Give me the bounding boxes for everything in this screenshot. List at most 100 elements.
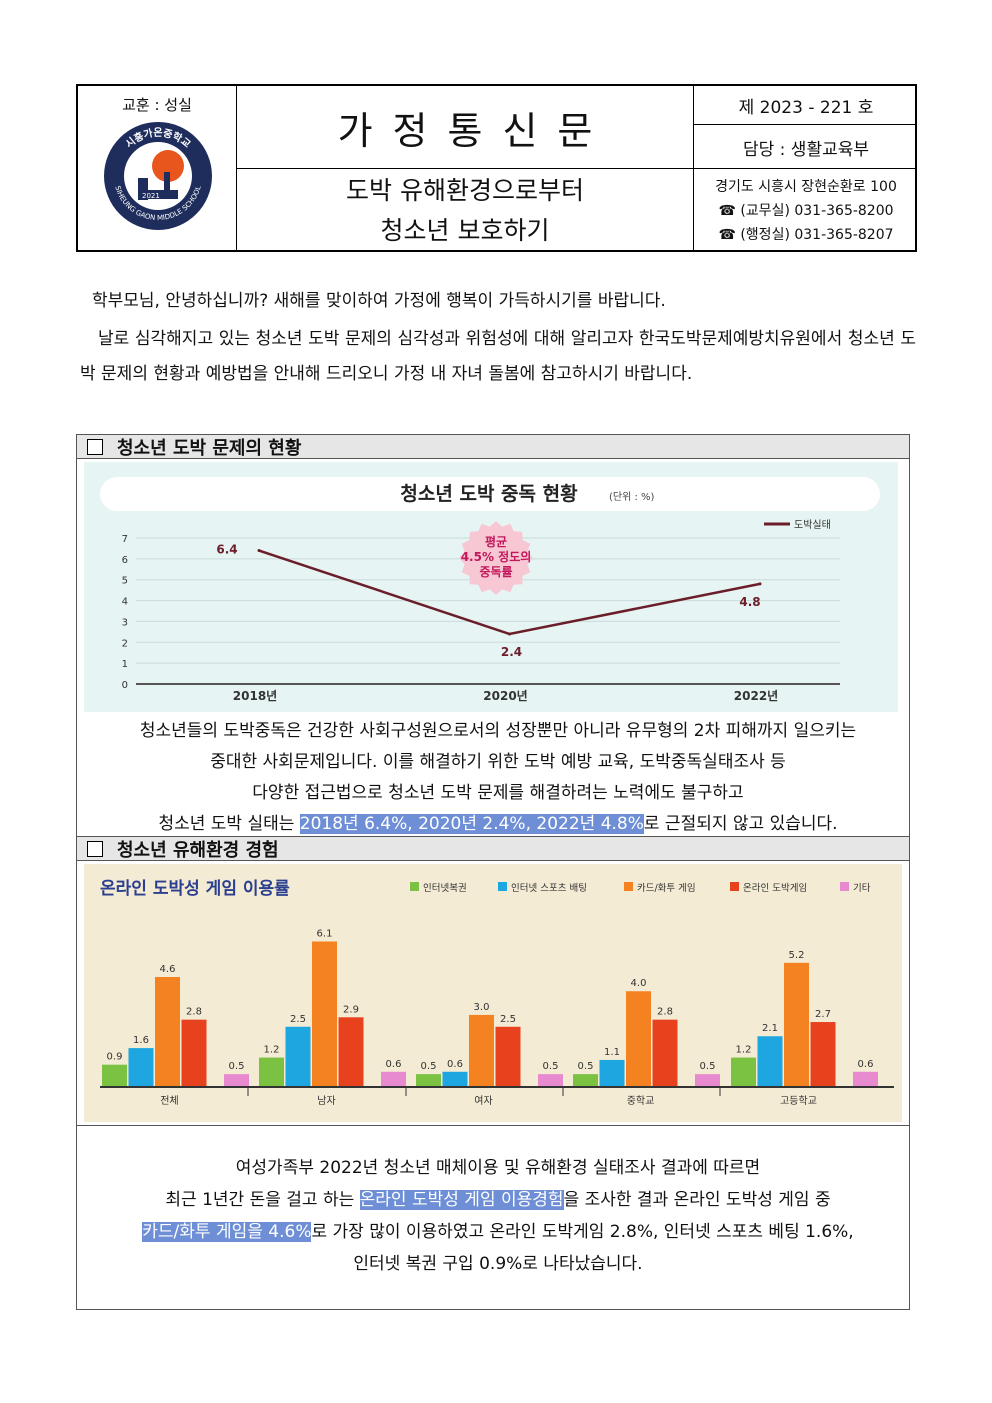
page-title: 가정통신문 [337, 108, 613, 153]
data-point [257, 549, 261, 553]
chart-subtitle: (단위 : %) [609, 490, 655, 503]
divider [694, 168, 915, 169]
data-label: 2.5 [500, 1014, 516, 1025]
bar-온라인 도박게임 [652, 1019, 678, 1086]
data-label: 6.1 [317, 928, 333, 939]
data-label: 2.8 [657, 1007, 673, 1018]
data-label: 5.2 [789, 950, 805, 961]
legend-label: 인터넷복권 [423, 882, 467, 894]
divider [236, 86, 237, 250]
section1-line-4: 청소년 도박 실태는 2018년 6.4%, 2020년 2.4%, 2022년… [80, 809, 916, 840]
chart-title: 청소년 도박 중독 현황 [400, 482, 578, 505]
bar-카드/화투 게임 [626, 991, 651, 1086]
address: 경기도 시흥시 장현순환로 100 [715, 179, 897, 195]
bar-인터넷 스포츠 배팅 [285, 1026, 311, 1086]
annotation-text: 중독률 [479, 565, 512, 579]
highlighted-text: 카드/화투 게임을 4.6% [142, 1222, 312, 1242]
section-heading-2: 청소년 유해환경 경험 [77, 837, 909, 861]
data-point [758, 582, 762, 586]
intro-paragraph: 날로 심각해지고 있는 청소년 도박 문제의 심각성과 위험성에 대해 알리고자… [80, 329, 916, 384]
data-label: 1.2 [736, 1045, 752, 1056]
y-tick-label: 2 [122, 638, 128, 649]
x-tick-label: 2020년 [483, 689, 527, 703]
phone-admin: ☎ (행정실) 031-365-8207 [718, 227, 894, 243]
data-label: 2.4 [501, 645, 522, 659]
logo-year: 2021 [142, 192, 160, 200]
subtitle-line-2: 청소년 보호하기 [380, 216, 550, 245]
bar-온라인 도박게임 [495, 1026, 521, 1086]
bar-인터넷 스포츠 배팅 [128, 1048, 154, 1086]
annotation-text: 4.5% 정도의 [461, 549, 532, 564]
y-tick-label: 1 [122, 659, 128, 670]
x-tick-label: 전체 [160, 1095, 178, 1107]
data-label: 4.8 [739, 595, 760, 609]
bar-카드/화투 게임 [784, 962, 809, 1086]
text-span: 청소년 도박 실태는 [158, 814, 300, 834]
legend-label: 도박실태 [794, 519, 831, 531]
x-tick-label: 2018년 [233, 689, 277, 703]
school-logo: 시흥가온중학교 SIHEUNG GAON MIDDLE SCHOOL 2021 [104, 122, 212, 230]
legend-swatch [840, 882, 849, 891]
y-tick-label: 3 [122, 617, 128, 628]
data-label: 0.5 [578, 1061, 594, 1072]
x-tick-label: 2022년 [734, 689, 778, 703]
phone-office: ☎ (교무실) 031-365-8200 [718, 203, 894, 219]
section1-text: 청소년들의 도박중독은 건강한 사회구성원으로서의 성장뿐만 아니라 유무형의 … [80, 716, 916, 840]
y-tick-label: 0 [122, 680, 128, 691]
section-heading-text: 청소년 도박 문제의 현황 [117, 437, 302, 459]
y-tick-label: 7 [122, 534, 128, 545]
greeting-paragraph: 학부모님, 안녕하십니까? 새해를 맞이하여 가정에 행복이 가득하시기를 바랍… [92, 291, 666, 311]
legend-label: 카드/화투 게임 [637, 882, 696, 894]
section2-line-4: 인터넷 복권 구입 0.9%로 나타났습니다. [353, 1254, 643, 1274]
text-span: 을 조사한 결과 온라인 도박성 게임 중 [563, 1190, 831, 1210]
x-tick-label: 고등학교 [780, 1095, 817, 1107]
data-label: 2.1 [762, 1023, 778, 1034]
x-tick-label: 남자 [317, 1095, 335, 1107]
chart-title-pill [100, 477, 880, 511]
bar-기타 [695, 1074, 720, 1086]
data-label: 6.4 [216, 543, 237, 557]
y-tick-label: 4 [122, 597, 128, 608]
subtitle: 도박 유해환경으로부터 청소년 보호하기 [237, 170, 693, 252]
legend-swatch [624, 882, 633, 891]
contact-info: 경기도 시흥시 장현순환로 100 ☎ (교무실) 031-365-8200 ☎… [695, 170, 917, 252]
subtitle-line-1: 도박 유해환경으로부터 [346, 176, 584, 205]
bar-기타 [853, 1071, 878, 1086]
bar-기타 [538, 1074, 563, 1086]
data-label: 0.6 [386, 1059, 402, 1070]
bar-온라인 도박게임 [181, 1019, 207, 1086]
data-label: 4.0 [631, 978, 647, 989]
section-heading-text: 청소년 유해환경 경험 [117, 839, 279, 861]
bar-카드/화투 게임 [312, 941, 337, 1086]
bar-인터넷복권 [573, 1074, 598, 1086]
issue-number: 제 2023 - 221 호 [738, 97, 874, 118]
bar-기타 [224, 1074, 249, 1086]
data-label: 3.0 [474, 1002, 490, 1013]
highlighted-text: 2018년 6.4%, 2020년 2.4%, 2022년 4.8% [299, 814, 644, 834]
chart-addiction-status: 청소년 도박 중독 현황 (단위 : %) 0 1 2 3 4 5 6 7 2018년 2020년 20… [122, 482, 840, 703]
bar-인터넷 스포츠 배팅 [757, 1036, 783, 1086]
data-label: 1.2 [264, 1045, 280, 1056]
data-point [508, 632, 511, 636]
section2-line-2: 최근 1년간 돈을 걸고 하는 온라인 도박성 게임 이용경험을 조사한 결과 … [80, 1184, 916, 1216]
section2-text: 여성가족부 2022년 청소년 매체이용 및 유해환경 실태조사 결과에 따르면… [80, 1152, 916, 1280]
divider [237, 168, 693, 169]
bar-인터넷복권 [259, 1057, 284, 1086]
section-gambling-status: 청소년 도박 문제의 현황 [76, 434, 910, 837]
divider [693, 86, 694, 250]
divider [694, 124, 915, 125]
annotation-badge [459, 521, 533, 595]
legend-swatch [730, 882, 739, 891]
highlighted-text: 온라인 도박성 게임 이용경험 [359, 1190, 564, 1210]
data-label: 1.1 [604, 1047, 620, 1058]
data-label: 2.9 [343, 1004, 359, 1015]
section1-line-2: 중대한 사회문제입니다. 이를 해결하기 위한 도박 예방 교육, 도박중독실태… [210, 752, 786, 772]
divider [77, 1125, 909, 1126]
data-label: 2.7 [815, 1009, 831, 1020]
checkbox-square-icon [87, 840, 103, 857]
data-label: 0.5 [543, 1061, 559, 1072]
chart-online-gambling-usage: 온라인 도박성 게임 이용률 인터넷복권 인터넷 스포츠 배팅 카드/화투 게임 온라인… [100, 878, 894, 1107]
legend-label: 인터넷 스포츠 배팅 [511, 883, 587, 894]
legend-swatch [410, 882, 419, 891]
y-tick-label: 6 [122, 555, 128, 566]
